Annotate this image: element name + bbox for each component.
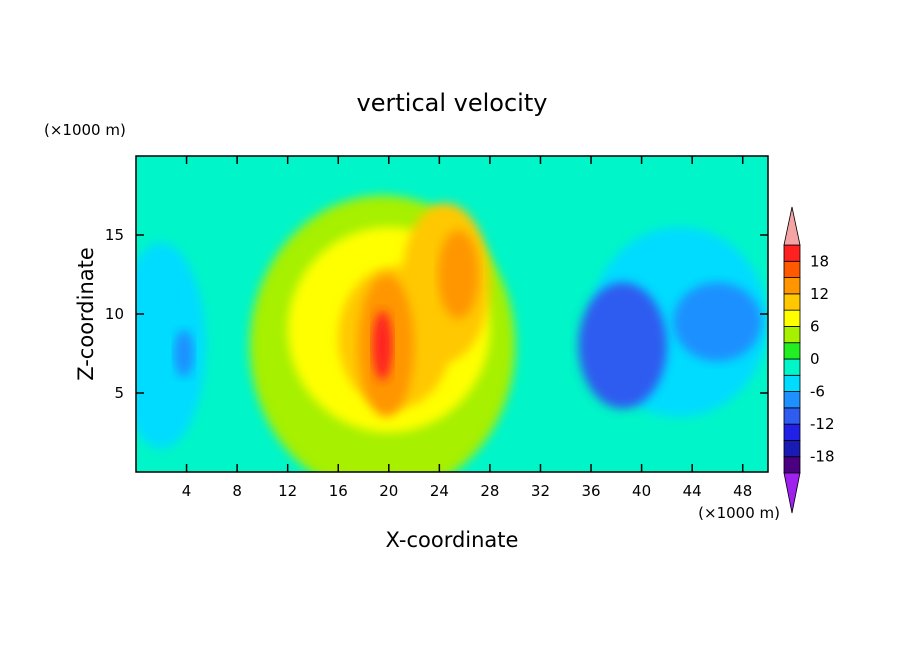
colorbar-extend-top (783, 206, 801, 246)
contour-region-10 (136, 242, 206, 449)
colorbar-band (783, 423, 801, 441)
x-tick-label: 8 (232, 482, 242, 500)
x-tick-label: 24 (430, 482, 449, 500)
contour-region-11 (173, 329, 195, 378)
contour-region-8 (578, 282, 667, 409)
x-tick-label: 32 (531, 482, 550, 500)
x-axis: 4 8 12 16 20 24 28 32 36 40 44 48 (182, 156, 752, 500)
y-unit-label: (×1000 m) (44, 121, 126, 139)
colorbar-band (783, 244, 801, 262)
chart-title: vertical velocity (357, 89, 548, 117)
x-tick-label: 28 (480, 482, 499, 500)
colorbar-label: -18 (810, 448, 835, 466)
colorbar-label: -12 (810, 415, 835, 433)
colorbar-band (783, 407, 801, 425)
colorbar-band (783, 293, 801, 311)
x-tick-label: 40 (632, 482, 651, 500)
x-axis-label: X-coordinate (386, 528, 519, 552)
y-tick-label: 15 (105, 226, 124, 244)
colorbar-band (783, 342, 801, 360)
x-tick-label: 36 (581, 482, 600, 500)
x-tick-label: 16 (329, 482, 348, 500)
colorbar-label: 18 (810, 252, 829, 270)
x-tick-label: 4 (182, 482, 192, 500)
x-tick-label: 48 (733, 482, 752, 500)
colorbar-label: 0 (810, 350, 820, 368)
x-tick-label: 12 (278, 482, 297, 500)
x-unit-label: (×1000 m) (698, 504, 780, 522)
colorbar-band (783, 277, 801, 295)
contour-region-6 (372, 310, 393, 381)
colorbar: 18 12 6 0 -6 -12 -18 (783, 206, 835, 514)
plot-area (136, 156, 768, 472)
colorbar-band (783, 440, 801, 458)
contour-regions (136, 195, 768, 472)
contour-region-9 (673, 282, 762, 362)
y-axis: 5 10 15 (105, 226, 768, 402)
colorbar-band (783, 456, 801, 474)
colorbar-label: 12 (810, 285, 829, 303)
colorbar-band (783, 391, 801, 409)
x-tick-label: 20 (379, 482, 398, 500)
x-tick-label: 44 (683, 482, 702, 500)
colorbar-band (783, 260, 801, 278)
colorbar-label: -6 (810, 383, 825, 401)
colorbar-label: 6 (810, 317, 820, 335)
colorbar-band (783, 358, 801, 376)
contour-region-4 (438, 230, 479, 319)
y-tick-label: 5 (114, 384, 124, 402)
y-axis-label: Z-coordinate (74, 247, 98, 381)
colorbar-extend-bottom (783, 472, 801, 514)
colorbar-band (783, 326, 801, 344)
colorbar-band (783, 309, 801, 327)
colorbar-band (783, 374, 801, 392)
y-tick-label: 10 (105, 305, 124, 323)
